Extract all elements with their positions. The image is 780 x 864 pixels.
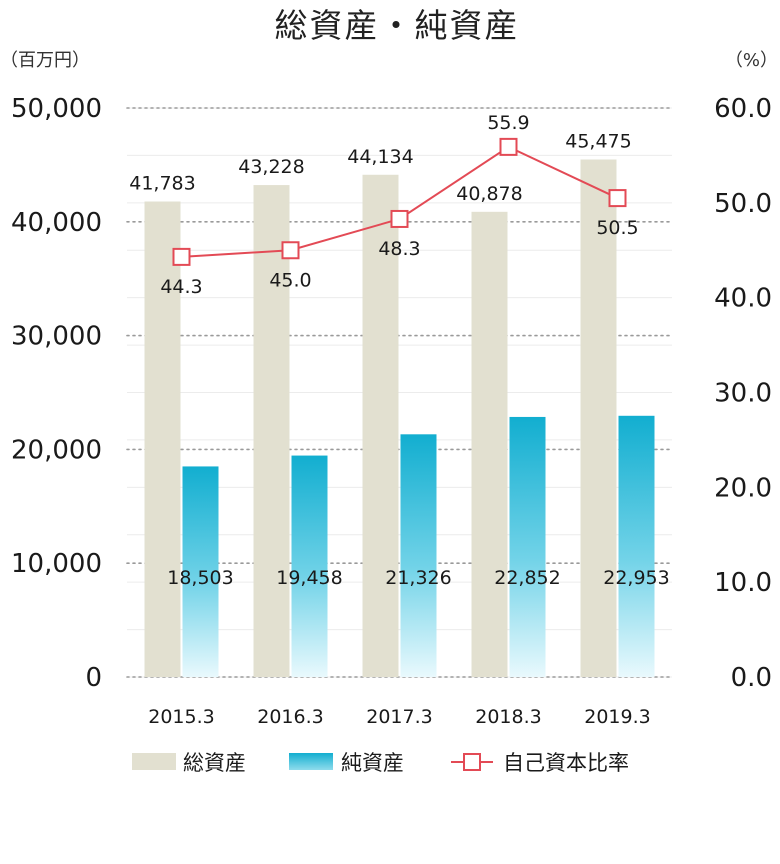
right-axis-unit: （%） [725, 50, 778, 71]
legend-label-total-assets: 総資産 [183, 751, 246, 775]
bar-net-assets [400, 434, 437, 677]
legend-label-net-assets: 純資産 [341, 751, 404, 775]
data-label-net-assets: 22,852 [494, 567, 560, 589]
data-label-net-assets: 22,953 [603, 567, 669, 589]
bar-total-assets [362, 174, 399, 678]
x-tick-label: 2018.3 [475, 706, 541, 728]
legend-swatch-net-assets [289, 753, 333, 770]
data-label-net-assets: 19,458 [276, 567, 342, 589]
x-tick-label: 2015.3 [148, 706, 214, 728]
data-label-equity-ratio: 48.3 [378, 238, 420, 260]
marker-equity-ratio [608, 189, 627, 208]
data-label-total-assets: 44,134 [347, 146, 413, 168]
data-label-net-assets: 21,326 [385, 567, 451, 589]
x-tick-label: 2017.3 [366, 706, 432, 728]
y-left-tick-label: 50,000 [11, 94, 102, 124]
y-left-tick-label: 20,000 [11, 435, 102, 465]
bar-total-assets [144, 201, 181, 677]
y-left-tick-label: 30,000 [11, 322, 102, 352]
legend-swatch-total-assets [132, 753, 176, 770]
y-right-tick-label: 10.0 [714, 568, 772, 598]
bar-net-assets [509, 416, 546, 677]
bar-total-assets [580, 159, 617, 677]
data-label-equity-ratio: 50.5 [596, 217, 638, 239]
y-right-tick-label: 30.0 [714, 379, 772, 409]
left-axis-unit: （百万円） [0, 50, 90, 71]
x-tick-label: 2019.3 [584, 706, 650, 728]
y-left-tick-label: 0 [85, 663, 102, 693]
data-label-net-assets: 18,503 [167, 567, 233, 589]
legend: 総資産 純資産 自己資本比率 [132, 751, 629, 775]
data-label-total-assets: 43,228 [238, 156, 304, 178]
y-right-tick-label: 40.0 [714, 284, 772, 314]
marker-equity-ratio [172, 247, 191, 266]
legend-label-equity-ratio: 自己資本比率 [503, 751, 629, 775]
data-label-total-assets: 41,783 [129, 173, 195, 195]
data-label-total-assets: 45,475 [565, 130, 631, 152]
y-right-tick-label: 0.0 [731, 663, 772, 693]
y-right-tick-label: 50.0 [714, 189, 772, 219]
data-label-equity-ratio: 44.3 [160, 276, 202, 298]
marker-equity-ratio [390, 209, 409, 228]
bar-net-assets [182, 466, 219, 677]
data-label-total-assets: 40,878 [456, 183, 522, 205]
y-right-tick-label: 60.0 [714, 94, 772, 124]
bar-total-assets [253, 185, 290, 677]
bar-net-assets [291, 455, 328, 677]
marker-equity-ratio [281, 241, 300, 260]
x-tick-label: 2016.3 [257, 706, 323, 728]
legend-marker-equity-ratio [463, 753, 481, 771]
data-label-equity-ratio: 55.9 [487, 112, 529, 134]
marker-equity-ratio [499, 137, 518, 156]
bar-net-assets [618, 415, 655, 677]
data-label-equity-ratio: 45.0 [269, 269, 311, 291]
bar-total-assets [471, 211, 508, 678]
y-left-tick-label: 10,000 [11, 549, 102, 579]
y-left-tick-label: 40,000 [11, 208, 102, 238]
y-right-tick-label: 20.0 [714, 473, 772, 503]
chart-title: 総資産・純資産 [275, 6, 520, 45]
